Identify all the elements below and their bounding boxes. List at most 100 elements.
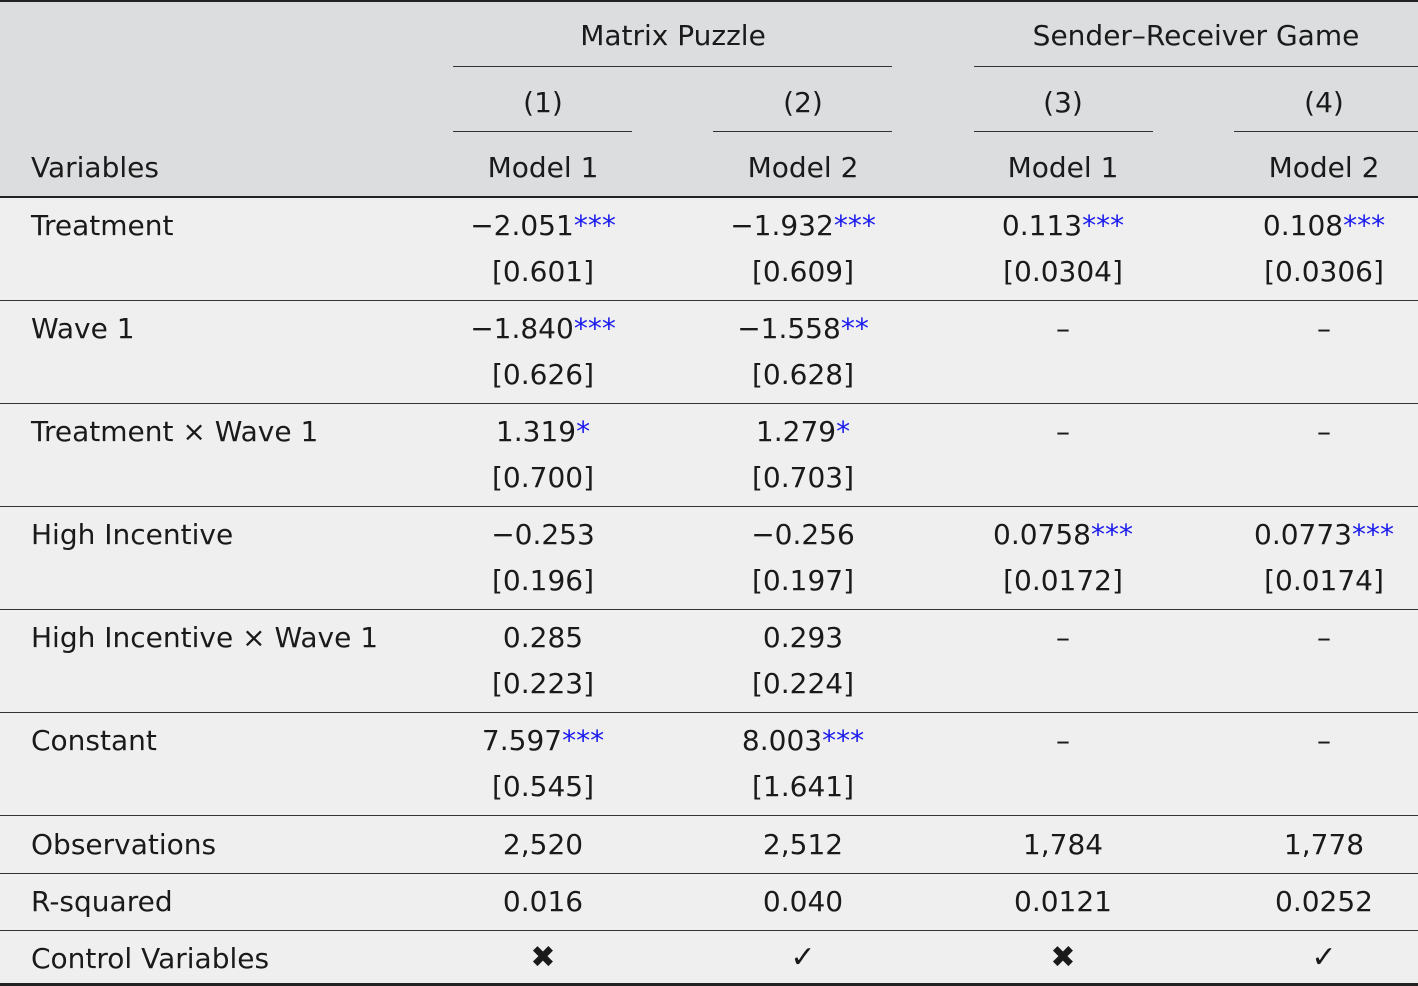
coef-cell: – <box>1056 622 1070 654</box>
coef-cell: −1.558** <box>737 313 869 345</box>
coef-cell: – <box>1317 622 1331 654</box>
stat-cell: 0.0252 <box>1275 885 1373 918</box>
coef-cell: 0.293 <box>763 622 843 654</box>
col-number-4: (4) <box>1304 86 1344 119</box>
checkmark-icon: ✓ <box>1311 940 1337 975</box>
coef-value: −2.051 <box>470 209 574 242</box>
coef-cell: – <box>1056 725 1070 757</box>
col-number-1: (1) <box>523 86 563 119</box>
model-label-4: Model 2 <box>1268 151 1380 184</box>
coef-value: 1.319 <box>495 415 577 448</box>
se-cell: [0.626] <box>491 358 595 391</box>
coef-value: −1.840 <box>470 312 574 345</box>
se-cell: [0.0174] <box>1264 564 1384 597</box>
header-rule <box>0 196 1418 198</box>
col-rule-2 <box>713 131 892 132</box>
se-cell: [0.197] <box>751 564 855 597</box>
coef-value: – <box>1056 415 1070 448</box>
coef-value: – <box>1317 724 1331 757</box>
row-label-constant: Constant <box>31 724 157 757</box>
model-label-3: Model 1 <box>1007 151 1119 184</box>
se-cell: [0.628] <box>751 358 855 391</box>
stat-cell: 1,778 <box>1283 828 1365 861</box>
row-rule <box>0 609 1418 610</box>
row-rule <box>0 506 1418 507</box>
significance-stars: * <box>836 415 851 448</box>
stat-cell: 0.016 <box>502 885 584 918</box>
se-cell: [0.223] <box>491 667 595 700</box>
se-cell: [1.641] <box>751 770 855 803</box>
stat-cell: 2,520 <box>502 828 584 861</box>
coef-value: −1.932 <box>730 209 834 242</box>
coef-cell: 0.108*** <box>1263 210 1385 242</box>
se-cell: [0.609] <box>751 255 855 288</box>
variables-header: Variables <box>31 151 159 184</box>
coef-cell: 1.279* <box>756 416 850 448</box>
se-cell: [0.224] <box>751 667 855 700</box>
row-label-r-squared: R-squared <box>31 885 173 918</box>
coef-value: 0.285 <box>502 621 584 654</box>
coef-value: 7.597 <box>481 724 563 757</box>
coef-cell: −1.932*** <box>730 210 876 242</box>
se-cell: [0.0304] <box>1003 255 1123 288</box>
coef-value: – <box>1317 621 1331 654</box>
coef-value: −1.558 <box>737 312 841 345</box>
col-rule-3 <box>974 131 1153 132</box>
significance-stars: *** <box>573 312 616 345</box>
coef-value: −0.256 <box>751 518 855 551</box>
se-cell: [0.0172] <box>1003 564 1123 597</box>
coef-cell: 1.319* <box>496 416 590 448</box>
coef-cell: 0.285 <box>503 622 583 654</box>
row-rule <box>0 873 1418 874</box>
row-rule <box>0 300 1418 301</box>
table-header <box>0 2 1418 196</box>
coef-cell: −0.253 <box>491 519 595 551</box>
coef-value: – <box>1056 724 1070 757</box>
se-cell: [0.196] <box>491 564 595 597</box>
coef-cell: 0.0773*** <box>1254 519 1394 551</box>
row-label-observations: Observations <box>31 828 217 861</box>
row-rule <box>0 815 1418 816</box>
coef-cell: – <box>1317 725 1331 757</box>
coef-cell: 0.113*** <box>1002 210 1124 242</box>
se-cell: [0.0306] <box>1264 255 1384 288</box>
coef-cell: – <box>1056 313 1070 345</box>
coef-cell: 8.003*** <box>742 725 864 757</box>
coef-value: 0.293 <box>762 621 844 654</box>
coef-value: 8.003 <box>741 724 823 757</box>
significance-stars: ** <box>840 312 869 345</box>
model-label-1: Model 1 <box>487 151 599 184</box>
significance-stars: *** <box>1351 518 1394 551</box>
col-number-2: (2) <box>783 86 823 119</box>
coef-value: 0.108 <box>1262 209 1344 242</box>
se-cell: [0.700] <box>491 461 595 494</box>
se-cell: [0.703] <box>751 461 855 494</box>
row-label-treatment-x-wave-1: Treatment × Wave 1 <box>31 415 319 448</box>
coef-cell: – <box>1317 313 1331 345</box>
coef-value: −0.253 <box>491 518 595 551</box>
group-header-matrix-puzzle: Matrix Puzzle <box>580 19 766 52</box>
row-rule <box>0 930 1418 931</box>
row-rule <box>0 712 1418 713</box>
coef-cell: – <box>1056 416 1070 448</box>
se-cell: [0.545] <box>491 770 595 803</box>
row-rule <box>0 403 1418 404</box>
model-label-2: Model 2 <box>747 151 859 184</box>
stat-cell: 1,784 <box>1022 828 1104 861</box>
significance-stars: *** <box>822 724 865 757</box>
coef-cell: – <box>1317 416 1331 448</box>
stat-cell: 2,512 <box>762 828 844 861</box>
significance-stars: *** <box>1082 209 1125 242</box>
significance-stars: *** <box>562 724 605 757</box>
checkmark-icon: ✓ <box>790 940 816 975</box>
group-rule-1 <box>453 66 892 67</box>
coef-cell: −0.256 <box>751 519 855 551</box>
row-label-control-variables: Control Variables <box>31 942 270 975</box>
significance-stars: *** <box>573 209 616 242</box>
coef-cell: 7.597*** <box>482 725 604 757</box>
coef-value: – <box>1317 312 1331 345</box>
significance-stars: *** <box>1343 209 1386 242</box>
coef-cell: 0.0758*** <box>993 519 1133 551</box>
row-label-high-incentive-x-wave-1: High Incentive × Wave 1 <box>31 621 379 654</box>
top-rule <box>0 0 1418 2</box>
